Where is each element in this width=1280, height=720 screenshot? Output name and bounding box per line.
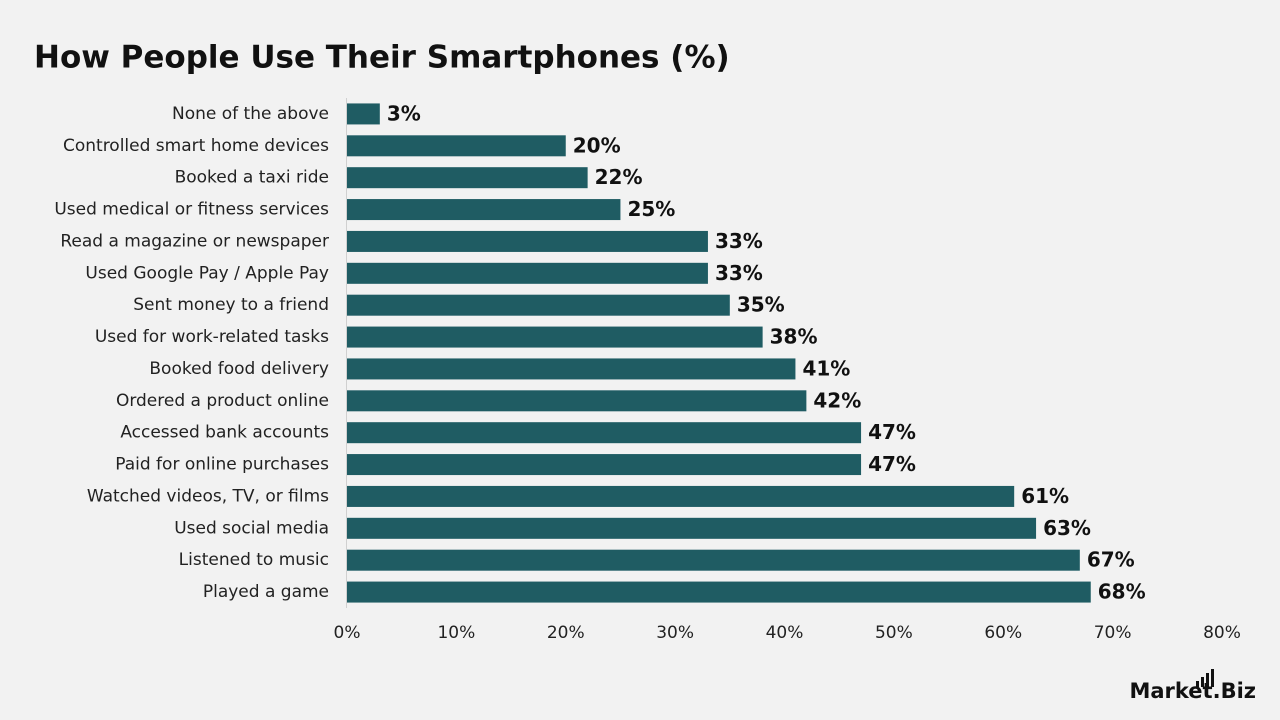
bar [347, 103, 380, 125]
y-tick-label: Ordered a product online [116, 391, 329, 411]
y-tick-label: Used social media [174, 518, 329, 538]
y-tick-label: Controlled smart home devices [63, 136, 329, 156]
y-tick-label: Paid for online purchases [115, 455, 329, 475]
bar [347, 581, 1091, 603]
bar [347, 390, 807, 412]
bar [347, 167, 588, 189]
x-tick-label: 40% [766, 623, 804, 643]
brand-name: Market.Biz [1129, 679, 1256, 703]
chart-title: How People Use Their Smartphones (%) [34, 40, 730, 76]
y-tick-label: Listened to music [179, 550, 329, 570]
value-label: 35% [737, 293, 785, 317]
bar [347, 485, 1015, 507]
bar [347, 135, 566, 157]
bar [347, 262, 708, 284]
bar [347, 549, 1080, 571]
y-tick-label: Sent money to a friend [133, 295, 329, 315]
value-label: 20% [573, 133, 621, 157]
logo-bar [1211, 669, 1214, 687]
y-tick-label: Watched videos, TV, or films [87, 486, 329, 506]
x-tick-label: 30% [656, 623, 694, 643]
value-label: 61% [1021, 484, 1069, 508]
y-tick-label: None of the above [172, 104, 329, 124]
x-tick-label: 0% [334, 623, 361, 643]
value-label: 33% [715, 229, 763, 253]
x-tick-label: 20% [547, 623, 585, 643]
bar [347, 358, 796, 380]
value-label: 68% [1098, 580, 1146, 604]
value-label: 22% [595, 165, 643, 189]
bar [347, 326, 763, 348]
value-label: 38% [770, 325, 818, 349]
value-label: 42% [813, 388, 861, 412]
y-tick-label: Booked a taxi ride [175, 168, 329, 188]
bar [347, 230, 708, 252]
y-tick-label: Booked food delivery [149, 359, 329, 379]
bar [347, 454, 862, 476]
y-tick-label: Used for work-related tasks [95, 327, 329, 347]
bar [347, 199, 621, 221]
bar [347, 422, 862, 444]
logo-bar [1201, 677, 1204, 687]
y-tick-label: Accessed bank accounts [120, 423, 329, 443]
y-tick-label: Played a game [203, 582, 329, 602]
logo-bar [1206, 673, 1209, 687]
x-tick-label: 70% [1094, 623, 1132, 643]
value-label: 47% [868, 452, 916, 476]
y-tick-label: Read a magazine or newspaper [60, 231, 329, 251]
x-tick-label: 60% [984, 623, 1022, 643]
x-tick-label: 80% [1203, 623, 1241, 643]
brand-logo: Market.Biz [1129, 669, 1256, 703]
value-label: 63% [1043, 516, 1091, 540]
value-label: 47% [868, 420, 916, 444]
bar [347, 294, 730, 316]
value-label: 3% [387, 101, 421, 125]
bar [347, 517, 1037, 539]
x-tick-label: 10% [437, 623, 475, 643]
y-tick-label: Used Google Pay / Apple Pay [85, 263, 329, 283]
logo-bar [1196, 681, 1199, 687]
y-tick-label: Used medical or fitness services [54, 200, 329, 220]
value-label: 67% [1087, 548, 1135, 572]
value-label: 41% [802, 356, 850, 380]
x-tick-label: 50% [875, 623, 913, 643]
value-label: 33% [715, 261, 763, 285]
value-label: 25% [627, 197, 675, 221]
